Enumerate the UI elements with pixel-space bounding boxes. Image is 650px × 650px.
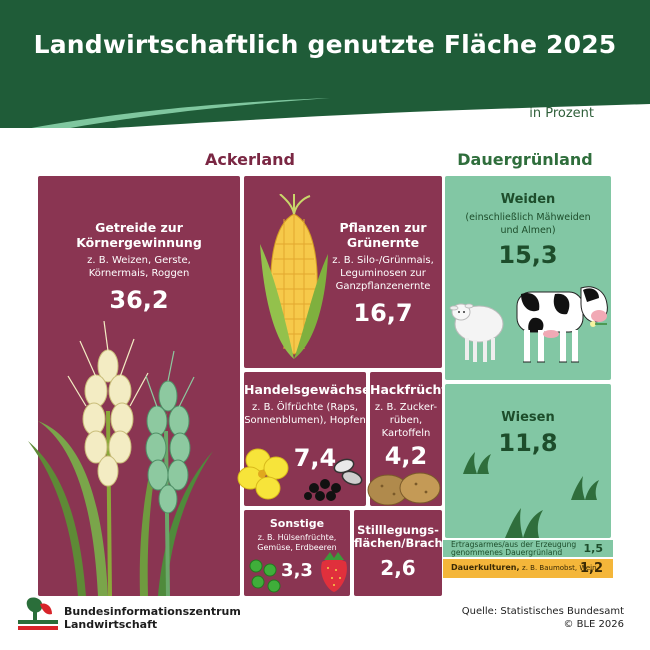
gruenernte-title-2: Grünernte [346,235,420,250]
ertragsarm-label-2: genommenes Dauergrünland [451,548,563,557]
sonstige-title: Sonstige [269,517,325,530]
dauerkulturen-value: 1,2 [579,561,603,576]
section-title-dauergruenland: Dauergrünland [457,150,593,169]
tile-handelsgewaechse: Handelsgewächse z. B. Ölfrüchte (Raps, S… [237,372,371,506]
weiden-title: Weiden [500,192,556,207]
grass-icon [571,476,599,500]
org-name: Bundesinformationszentrum Landwirtschaft [64,605,241,631]
gruenernte-value: 16,7 [353,299,413,327]
copyright-text: © BLE 2026 [563,619,624,630]
tile-sonstige: Sonstige z. B. Hülsenfrüchte, Gemüse, Er… [244,510,350,596]
getreide-title-2: Körnergewinnung [76,235,202,250]
org-name-line2: Landwirtschaft [64,618,158,631]
tile-hackfruechte: Hackfrüchte z. B. Zucker- rüben, Kartoff… [367,372,456,506]
weiden-sub-1: (einschließlich Mähweiden [465,212,591,223]
gruenernte-sub-1: z. B. Silo-/Grünmais, [332,255,434,266]
source-note: Quelle: Statistisches Bundesamt © BLE 20… [462,605,624,631]
dauerkulturen-label: Dauerkulturen, [451,563,520,572]
ertragsarm-value: 1,5 [583,542,604,555]
org-name-line1: Bundesinformationszentrum [64,605,241,618]
tile-weiden: Weiden (einschließlich Mähweiden und Alm… [445,176,611,380]
getreide-sub-1: z. B. Weizen, Gerste, [87,255,191,266]
rapeseed-flower-icon [237,448,289,500]
ertragsarm-label-1: Ertragsarmes/aus der Erzeugung [451,540,577,549]
section-title-ackerland: Ackerland [205,150,295,169]
getreide-value: 36,2 [109,286,169,314]
cow-icon [516,286,608,363]
stilllegung-title-2: flächen/Brache [354,536,451,550]
tile-stilllegung: Stilllegungs- flächen/Brache 2,6 [354,510,451,596]
gruenernte-title-1: Pflanzen zur [339,220,427,235]
wiesen-title: Wiesen [501,410,555,425]
getreide-title-1: Getreide zur [95,220,183,235]
stilllegung-title-1: Stilllegungs- [357,523,439,537]
weiden-value: 15,3 [498,241,558,269]
seeds-icon [304,458,363,501]
gruenernte-sub-3: Ganzpflanzenernte [335,281,431,292]
unit-label: in Prozent [529,106,594,121]
strawberry-icon [321,552,347,592]
row-ertragsarm: Ertragsarmes/aus der Erzeugung genommene… [443,540,613,557]
corn-icon [260,194,328,359]
sheep-icon [449,303,504,362]
peas-icon [249,559,281,593]
weiden-sub-2: und Almen) [500,225,556,236]
tile-wiesen: Wiesen 11,8 [445,384,611,538]
header-banner [0,0,650,128]
tile-getreide: Getreide zur Körnergewinnung z. B. Weize… [28,176,240,596]
sonstige-sub-2: Gemüse, Erdbeeren [257,543,337,552]
wheat-icon [28,321,213,596]
dauerkulturen-sub: z. B. Baumobst, Wein [522,564,597,572]
grass-icon [463,452,491,474]
hack-title: Hackfrüchte [370,382,456,397]
tile-gruenernte: Pflanzen zur Grünernte z. B. Silo-/Grünm… [244,176,442,368]
grass-icon [505,508,543,538]
sonstige-value: 3,3 [281,560,313,581]
getreide-sub-2: Körnermais, Roggen [88,268,190,279]
gruenernte-sub-2: Leguminosen zur [340,268,426,279]
handel-value: 7,4 [293,444,337,472]
handel-title: Handelsgewächse [244,382,371,397]
handel-sub-1: z. B. Ölfrüchte (Raps, [251,402,359,413]
potato-icon [367,472,441,506]
bzl-logo-icon [18,596,58,632]
stilllegung-value: 2,6 [380,556,416,580]
wiesen-value: 11,8 [498,429,558,457]
source-text: Quelle: Statistisches Bundesamt [461,606,624,617]
hack-sub-3: Kartoffeln [381,428,431,439]
handel-sub-2: Sonnenblumen), Hopfen [244,415,366,426]
hack-sub-1: z. B. Zucker- [374,402,438,413]
page-title: Landwirtschaftlich genutzte Fläche 2025 [33,30,617,59]
sonstige-sub-1: z. B. Hülsenfrüchte, [257,533,337,542]
row-dauerkulturen: Dauerkulturen, z. B. Baumobst, Wein 1,2 [443,559,613,578]
hack-value: 4,2 [384,442,428,470]
hack-sub-2: rüben, [389,415,423,426]
